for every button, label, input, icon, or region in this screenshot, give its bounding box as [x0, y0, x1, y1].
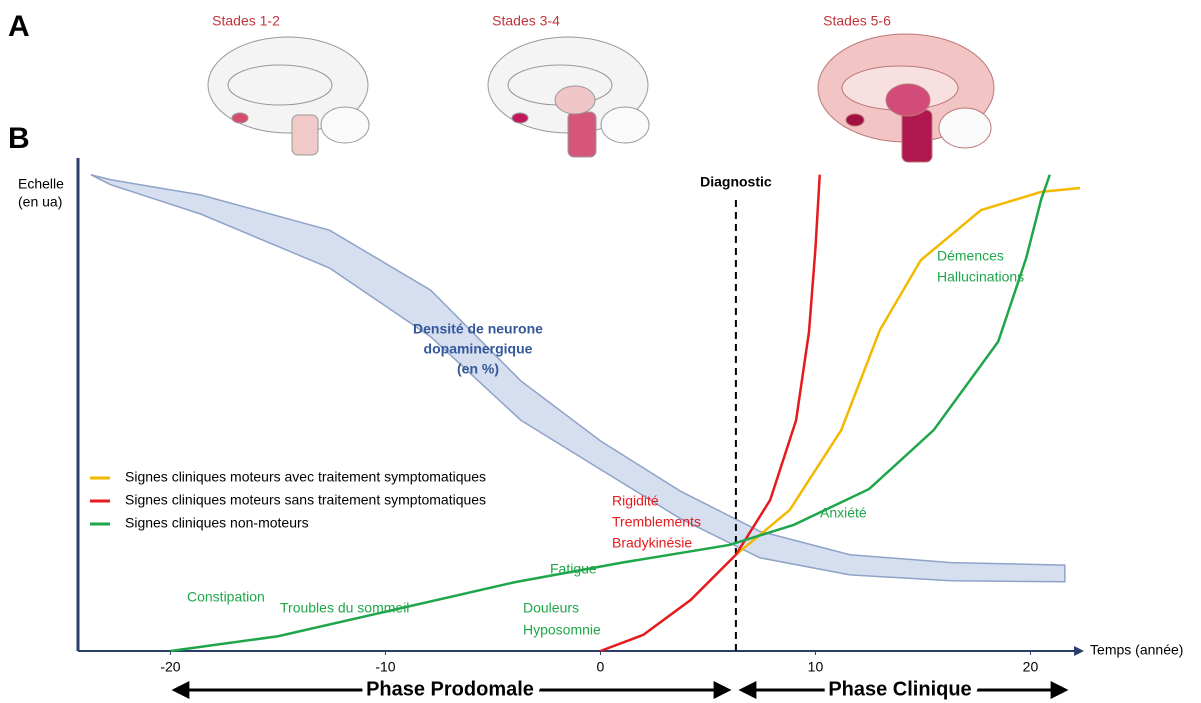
- band-label: dopaminergique: [424, 341, 533, 357]
- band-label: (en %): [457, 361, 499, 377]
- diagnostic-label: Diagnostic: [700, 174, 772, 190]
- band-label: Densité de neurone: [413, 321, 543, 337]
- annotation: Hyposomnie: [523, 622, 601, 638]
- x-axis-label: Temps (année): [1090, 642, 1183, 658]
- legend-label: Signes cliniques non-moteurs: [125, 515, 309, 531]
- stage-label: Stades 3-4: [492, 13, 560, 29]
- annotation: Hallucinations: [937, 269, 1024, 285]
- curve: [736, 188, 1080, 555]
- phase-label: Phase Prodomale: [366, 678, 534, 700]
- y-axis-label: Echelle: [18, 176, 64, 192]
- annotation: Tremblements: [612, 514, 701, 530]
- annotation: Bradykinésie: [612, 535, 692, 551]
- annotation: Constipation: [187, 589, 265, 605]
- x-tick-label: 20: [1023, 659, 1039, 675]
- x-tick-label: 0: [597, 659, 605, 675]
- annotation: Anxiété: [820, 505, 867, 521]
- annotation: Douleurs: [523, 600, 579, 616]
- panel-label: B: [8, 122, 30, 155]
- y-axis-label: (en ua): [18, 194, 62, 210]
- annotation: Fatigue: [550, 561, 597, 577]
- stage-label: Stades 5-6: [823, 13, 891, 29]
- stage-label: Stades 1-2: [212, 13, 280, 29]
- annotation: Troubles du sommeil: [280, 600, 409, 616]
- phase-label: Phase Clinique: [828, 678, 971, 700]
- x-tick-label: 10: [808, 659, 824, 675]
- annotation: Démences: [937, 248, 1004, 264]
- curve: [600, 175, 819, 651]
- brain-illustration: [818, 34, 994, 162]
- brain-illustration: [208, 37, 369, 155]
- x-tick-label: -20: [160, 659, 180, 675]
- brain-illustration: [488, 37, 649, 157]
- legend-label: Signes cliniques moteurs avec traitement…: [125, 469, 486, 485]
- panel-label: A: [8, 10, 30, 43]
- x-tick-label: -10: [375, 659, 395, 675]
- annotation: Rigidité: [612, 493, 659, 509]
- figure: A B Stades 1-2 Stades 3-4 Stades 5-6 Pha…: [0, 0, 1201, 703]
- legend-label: Signes cliniques moteurs sans traitement…: [125, 492, 486, 508]
